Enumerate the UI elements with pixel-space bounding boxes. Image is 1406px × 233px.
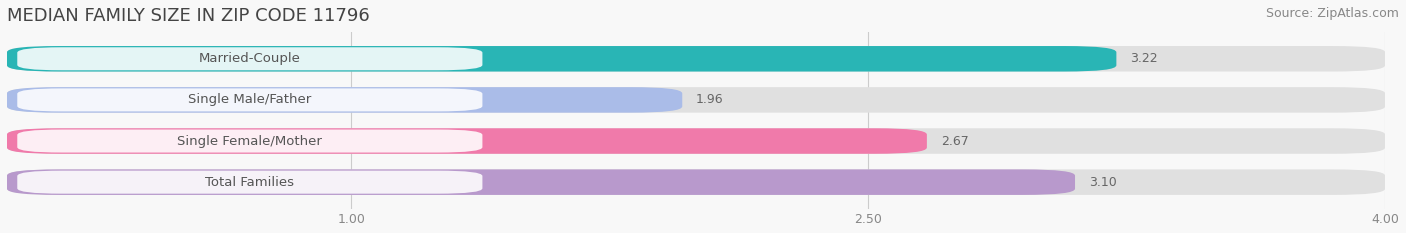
Text: 2.67: 2.67 — [941, 134, 969, 147]
FancyBboxPatch shape — [7, 87, 1385, 113]
Text: Single Male/Father: Single Male/Father — [188, 93, 312, 106]
Text: Total Families: Total Families — [205, 176, 294, 189]
FancyBboxPatch shape — [7, 128, 927, 154]
FancyBboxPatch shape — [7, 169, 1385, 195]
FancyBboxPatch shape — [17, 47, 482, 70]
FancyBboxPatch shape — [7, 169, 1076, 195]
FancyBboxPatch shape — [7, 87, 682, 113]
Text: 3.22: 3.22 — [1130, 52, 1157, 65]
FancyBboxPatch shape — [17, 130, 482, 153]
Text: Single Female/Mother: Single Female/Mother — [177, 134, 322, 147]
FancyBboxPatch shape — [7, 128, 1385, 154]
FancyBboxPatch shape — [17, 171, 482, 194]
Text: MEDIAN FAMILY SIZE IN ZIP CODE 11796: MEDIAN FAMILY SIZE IN ZIP CODE 11796 — [7, 7, 370, 25]
FancyBboxPatch shape — [7, 46, 1116, 72]
Text: Married-Couple: Married-Couple — [198, 52, 301, 65]
Text: Source: ZipAtlas.com: Source: ZipAtlas.com — [1265, 7, 1399, 20]
Text: 1.96: 1.96 — [696, 93, 724, 106]
FancyBboxPatch shape — [7, 46, 1385, 72]
Text: 3.10: 3.10 — [1088, 176, 1116, 189]
FancyBboxPatch shape — [17, 88, 482, 111]
